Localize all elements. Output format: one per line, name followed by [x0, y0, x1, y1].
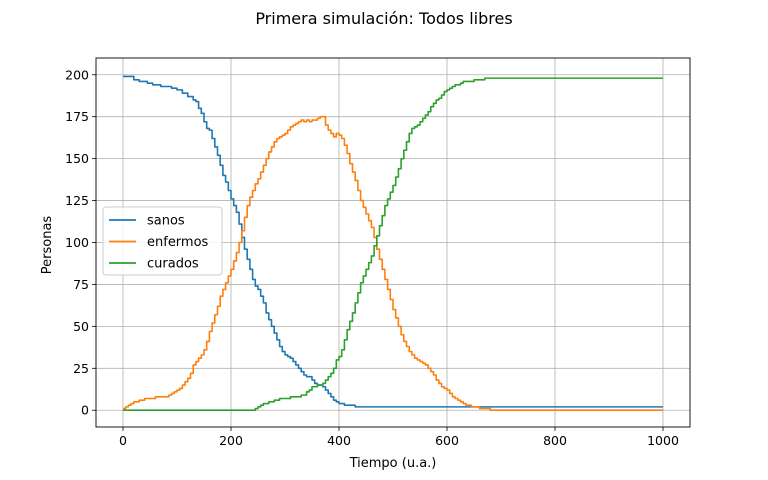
- series-line-curados: [123, 77, 663, 412]
- x-tick-label: 1000: [647, 433, 679, 448]
- legend-label-curados: curados: [147, 257, 199, 272]
- legend: sanos enfermos curados: [102, 206, 223, 276]
- y-tick-label: 175: [65, 109, 89, 124]
- x-tick-label: 0: [119, 433, 127, 448]
- y-tick-label: 0: [81, 403, 89, 418]
- x-tick-label: 600: [435, 433, 459, 448]
- y-tick-label: 100: [65, 235, 89, 250]
- legend-label-sanos: sanos: [147, 214, 185, 229]
- legend-box: [102, 206, 223, 276]
- x-tick-label: 200: [219, 433, 243, 448]
- legend-label-enfermos: enfermos: [147, 235, 209, 250]
- x-tick-label: 400: [327, 433, 351, 448]
- series-line-sanos: [123, 75, 663, 408]
- grid: [96, 58, 690, 427]
- axis-ticks: 0 200 400 600 800 1000 0 25 50 75 100 125 150 175 200: [65, 67, 679, 448]
- series-line-enfermos: [123, 115, 663, 412]
- y-tick-label: 125: [65, 193, 89, 208]
- chart-title: Primera simulación: Todos libres: [255, 9, 512, 28]
- y-tick-label: 200: [65, 67, 89, 82]
- x-tick-label: 800: [543, 433, 567, 448]
- series-lines: [123, 75, 663, 412]
- x-axis-label: Tiempo (u.a.): [349, 456, 437, 471]
- y-tick-label: 25: [73, 361, 89, 376]
- y-tick-label: 75: [73, 277, 89, 292]
- y-tick-label: 150: [65, 151, 89, 166]
- y-axis-label: Personas: [40, 216, 55, 275]
- y-tick-label: 50: [73, 319, 89, 334]
